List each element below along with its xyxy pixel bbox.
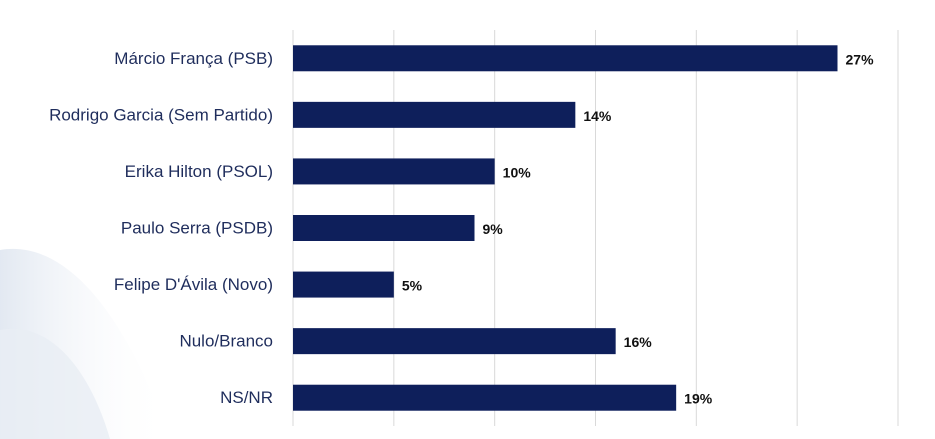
bar: [293, 45, 838, 72]
value-labels: 27% 14% 10% 9% 5% 16% 19%: [402, 51, 874, 406]
category-label: Nulo/Branco: [179, 332, 273, 351]
category-label: NS/NR: [220, 388, 273, 407]
value-label: 14%: [583, 108, 612, 124]
bar: [293, 384, 677, 411]
category-label: Rodrigo Garcia (Sem Partido): [49, 105, 273, 124]
category-labels: Márcio França (PSB) Rodrigo Garcia (Sem P…: [49, 49, 273, 407]
category-label: Felipe D'Ávila (Novo): [114, 275, 273, 294]
bars: [293, 45, 838, 411]
category-label: Márcio França (PSB): [114, 49, 273, 68]
bar: [293, 328, 616, 355]
value-label: 9%: [483, 221, 504, 237]
category-label: Erika Hilton (PSOL): [125, 162, 273, 181]
bar: [293, 101, 576, 128]
value-label: 16%: [624, 334, 653, 350]
value-label: 19%: [684, 391, 713, 407]
bar: [293, 271, 394, 298]
value-label: 5%: [402, 278, 423, 294]
value-label: 10%: [503, 164, 532, 180]
category-label: Paulo Serra (PSDB): [121, 219, 273, 238]
bar: [293, 158, 495, 185]
bar: [293, 215, 475, 241]
value-label: 27%: [846, 51, 875, 67]
